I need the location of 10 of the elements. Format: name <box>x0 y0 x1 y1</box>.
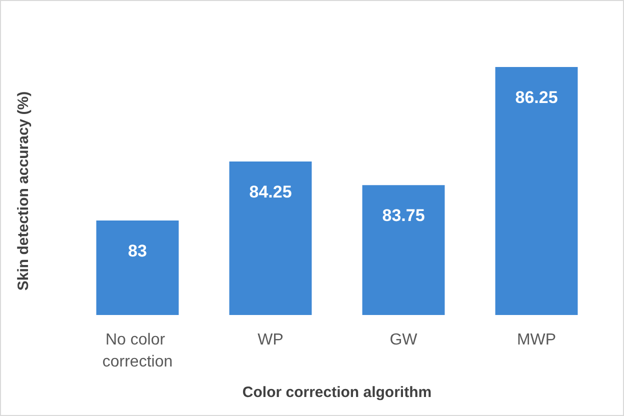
data-label: 83.75 <box>382 206 425 226</box>
data-label: 84.25 <box>249 182 292 202</box>
data-label: 86.25 <box>515 88 558 107</box>
x-tick-label: GW <box>390 332 418 348</box>
x-tick-label: WP <box>258 332 284 348</box>
x-axis-title: Color correction algorithm <box>242 384 432 401</box>
data-label: 83 <box>128 242 147 261</box>
x-tick-label: No color correction <box>102 332 173 370</box>
y-axis-title: Skin detection accuracy (%) <box>15 91 32 291</box>
x-tick-label: MWP <box>516 332 556 348</box>
